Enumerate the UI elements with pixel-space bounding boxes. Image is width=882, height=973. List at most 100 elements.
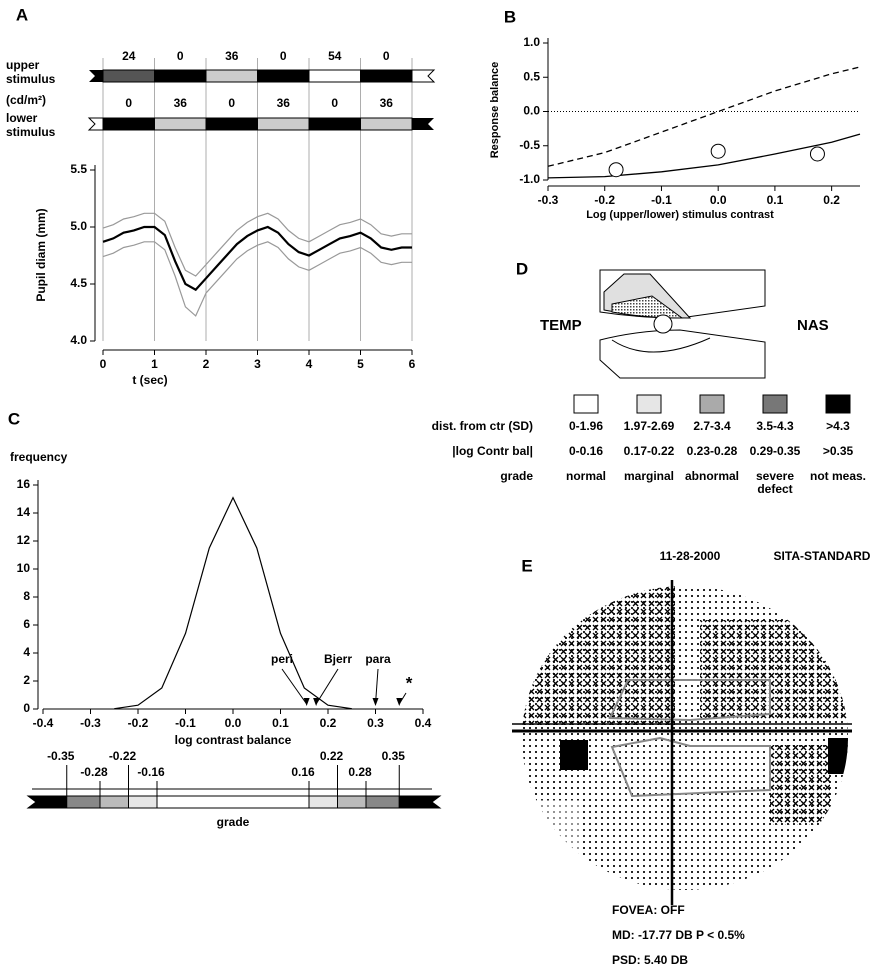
legend-cell: 3.5-4.3 xyxy=(756,419,794,433)
legend-cell: not meas. xyxy=(809,469,866,483)
legend-cell: >4.3 xyxy=(826,419,850,433)
lower-stimulus-segment xyxy=(102,117,155,131)
x-tick-label: 5 xyxy=(357,357,364,371)
data-line xyxy=(102,212,412,277)
grade-bound-label: -0.28 xyxy=(80,765,108,779)
field-note: PSD: 5.40 DB xyxy=(612,953,688,967)
upper-stimulus-value: 36 xyxy=(225,49,239,63)
grade-bound-label: 0.22 xyxy=(320,749,344,763)
grade-segment xyxy=(156,795,310,809)
legend-cell: 0-0.16 xyxy=(568,444,604,458)
panel-letter: D xyxy=(516,259,528,278)
x-tick-label: -0.1 xyxy=(175,716,196,730)
legend-row-label: dist. from ctr (SD) xyxy=(432,419,533,433)
stimulus-flag xyxy=(87,117,104,131)
data-line xyxy=(102,241,412,317)
x-tick-label: -0.3 xyxy=(538,193,559,207)
x-tick-label: 0 xyxy=(100,357,107,371)
legend-swatch xyxy=(699,394,725,414)
legend-cell: 0.23-0.28 xyxy=(686,444,738,458)
legend-swatch xyxy=(825,394,851,414)
field-program: SITA-STANDARD xyxy=(774,549,871,563)
legend-cell: normal xyxy=(565,469,606,483)
y-tick-label: 5.0 xyxy=(70,219,87,233)
upper-stimulus-value: 54 xyxy=(328,49,342,63)
y-axis-label: Response balance xyxy=(489,62,501,159)
temporal-label: TEMP xyxy=(540,317,582,334)
grade-bound-label: 0.28 xyxy=(348,765,372,779)
x-tick-label: 4 xyxy=(306,357,313,371)
lower-stimulus-value: 0 xyxy=(228,96,235,110)
annotation-arrowhead xyxy=(313,698,320,706)
grade-bound-label: 0.35 xyxy=(382,749,406,763)
stimulus-flag xyxy=(89,70,103,82)
x-axis-label: Log (upper/lower) stimulus contrast xyxy=(586,209,774,221)
x-tick-label: -0.2 xyxy=(594,193,615,207)
x-tick-label: 0.1 xyxy=(767,193,784,207)
eye-diagram xyxy=(599,269,766,379)
grade-segment xyxy=(26,795,68,809)
y-axis-label: frequency xyxy=(10,450,68,464)
annotation-arrow xyxy=(281,668,308,705)
nasal-label: NAS xyxy=(797,317,829,334)
x-tick-label: 3 xyxy=(254,357,261,371)
field-note: FOVEA: OFF xyxy=(612,903,685,917)
legend-cell: 1.97-2.69 xyxy=(623,419,675,433)
lower-stimulus-label: lower stimulus xyxy=(6,111,56,139)
data-point xyxy=(809,146,825,162)
lower-stimulus-value: 36 xyxy=(380,96,394,110)
x-tick-label: 6 xyxy=(409,357,416,371)
legend-cell: abnormal xyxy=(684,469,739,483)
lower-stimulus-segment xyxy=(360,117,413,131)
x-tick-label: 0.3 xyxy=(367,716,384,730)
y-axis-label: Pupil diam (mm) xyxy=(34,208,48,301)
legend-cell: 0.17-0.22 xyxy=(623,444,675,458)
lower-stimulus-value: 0 xyxy=(125,96,132,110)
lower-stimulus-value: 36 xyxy=(277,96,291,110)
field-note: MD: -17.77 DB P < 0.5% xyxy=(612,928,745,942)
grade-segment xyxy=(365,795,400,809)
legend-swatch xyxy=(762,394,788,414)
legend-cell: >0.35 xyxy=(822,444,854,458)
x-tick-label: 0.2 xyxy=(320,716,337,730)
legend-cell: marginal xyxy=(623,469,674,483)
panel-letter: B xyxy=(504,7,516,26)
y-tick-label: 0.5 xyxy=(523,69,540,83)
upper-stimulus-value: 0 xyxy=(383,49,390,63)
x-tick-label: 0.1 xyxy=(272,716,289,730)
legend-cell: 0-1.96 xyxy=(568,419,604,433)
field-date: 11-28-2000 xyxy=(660,549,721,563)
upper-stimulus-segment xyxy=(257,69,310,83)
annotation-arrowhead xyxy=(372,698,379,706)
grade-bound-label: 0.16 xyxy=(291,765,315,779)
legend-swatch xyxy=(573,394,599,414)
lower-stimulus-segment xyxy=(154,117,207,131)
y-tick-label: -0.5 xyxy=(519,138,540,152)
x-tick-label: 0.4 xyxy=(415,716,432,730)
upper-stimulus-segment xyxy=(102,69,155,83)
upper-stimulus-value: 24 xyxy=(122,49,136,63)
visual-field-outlines xyxy=(608,679,771,798)
grade-segment xyxy=(398,795,442,809)
panel-letter: A xyxy=(16,5,28,24)
units-label: (cd/m²) xyxy=(6,93,46,107)
legend-swatch xyxy=(636,394,662,414)
grade-bound-label: -0.16 xyxy=(137,765,165,779)
y-tick-label: 6 xyxy=(23,617,30,631)
data-line xyxy=(547,133,861,179)
y-tick-label: 10 xyxy=(17,561,31,575)
data-line xyxy=(114,496,352,710)
legend-row-label: |log Contr bal| xyxy=(452,444,533,458)
y-tick-label: 4 xyxy=(23,645,30,659)
data-point xyxy=(608,162,624,178)
x-axis-label: t (sec) xyxy=(132,373,167,387)
grade-bound-label: -0.22 xyxy=(109,749,137,763)
y-tick-label: 5.5 xyxy=(70,162,87,176)
data-point xyxy=(710,143,726,159)
y-tick-label: 8 xyxy=(23,589,30,603)
y-tick-label: 16 xyxy=(17,477,31,491)
grade-segment xyxy=(308,795,338,809)
stimulus-flag xyxy=(411,69,436,83)
y-tick-label: 2 xyxy=(23,673,30,687)
